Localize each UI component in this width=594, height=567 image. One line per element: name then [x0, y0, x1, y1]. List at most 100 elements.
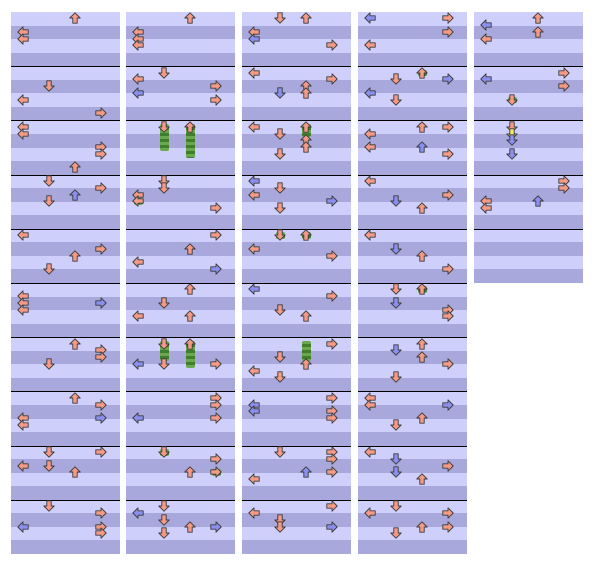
- arrow-down-icon: [43, 443, 55, 458]
- beat-stripe: [242, 242, 351, 257]
- arrow-up-icon: [532, 23, 544, 38]
- beat-stripe: [474, 201, 583, 216]
- arrow-right-icon: [95, 179, 107, 194]
- beat-stripe: [126, 215, 235, 230]
- arrow-down-icon: [274, 518, 286, 533]
- beat-stripe: [358, 377, 467, 392]
- arrow-down-icon: [390, 70, 402, 86]
- beat-stripe: [242, 269, 351, 284]
- beat-stripe: [126, 283, 235, 298]
- beat-stripe: [11, 323, 120, 338]
- beat-stripe: [126, 161, 235, 176]
- arrow-up-icon: [69, 463, 81, 478]
- arrow-right-icon: [558, 64, 570, 79]
- arrow-up-icon: [300, 118, 312, 133]
- beat-stripe: [11, 296, 120, 311]
- hold-note-body: [185, 123, 195, 158]
- arrow-right-icon: [326, 518, 338, 533]
- arrow-right-icon: [442, 355, 454, 370]
- arrow-left-icon: [248, 402, 260, 417]
- arrow-down-icon: [158, 511, 170, 526]
- arrow-left-icon: [17, 125, 29, 140]
- beat-stripe: [358, 147, 467, 162]
- arrow-up-icon: [416, 348, 428, 363]
- measure-line: [126, 337, 235, 338]
- arrow-right-icon: [442, 307, 454, 323]
- beat-stripe: [126, 337, 235, 352]
- beat-stripe: [358, 242, 467, 257]
- arrow-right-icon: [558, 179, 570, 194]
- beat-stripe: [242, 486, 351, 501]
- arrow-up-icon: [300, 463, 312, 478]
- measure-line: [242, 229, 351, 230]
- beat-stripe: [242, 25, 351, 40]
- arrow-down-icon: [390, 91, 402, 106]
- beat-stripe: [358, 161, 467, 176]
- beat-stripe: [126, 79, 235, 94]
- measure-line: [126, 391, 235, 392]
- beat-stripe: [242, 459, 351, 474]
- arrow-right-icon: [95, 294, 107, 309]
- arrow-left-icon: [248, 280, 260, 296]
- arrow-up-icon: [184, 307, 196, 323]
- arrow-left-icon: [132, 253, 144, 268]
- arrow-down-icon: [43, 497, 55, 512]
- beat-stripe: [11, 188, 120, 203]
- beat-stripe: [242, 337, 351, 352]
- beat-stripe: [474, 25, 583, 40]
- beat-stripe: [242, 432, 351, 447]
- beat-stripe: [11, 66, 120, 81]
- beat-stripe: [11, 526, 120, 541]
- beat-stripe: [126, 255, 235, 270]
- arrow-right-icon: [210, 77, 222, 92]
- beat-stripe: [11, 377, 120, 392]
- arrow-down-icon: [158, 294, 170, 309]
- arrow-left-icon: [132, 70, 144, 86]
- measure-line: [358, 337, 467, 338]
- beat-stripe: [358, 486, 467, 501]
- beat-stripe: [126, 418, 235, 433]
- beat-stripe: [11, 499, 120, 514]
- beat-stripe: [11, 215, 120, 230]
- arrow-right-icon: [442, 70, 454, 86]
- beat-stripe: [358, 174, 467, 189]
- measure-line: [11, 229, 120, 230]
- beat-stripe: [126, 52, 235, 67]
- arrow-down-icon: [274, 145, 286, 160]
- beat-stripe: [358, 445, 467, 460]
- beat-stripe: [474, 66, 583, 81]
- measure-line: [358, 66, 467, 67]
- measure-line: [242, 391, 351, 392]
- beat-stripe: [126, 25, 235, 40]
- beat-stripe: [358, 188, 467, 203]
- beat-stripe: [358, 52, 467, 67]
- arrow-down-icon: [43, 172, 55, 187]
- beat-stripe: [474, 242, 583, 257]
- measure-line: [474, 175, 583, 176]
- beat-stripe: [11, 25, 120, 40]
- measure-line: [242, 337, 351, 338]
- arrow-up-icon: [184, 280, 196, 296]
- arrow-up-icon: [184, 240, 196, 255]
- arrow-left-icon: [248, 118, 260, 133]
- arrow-up-icon: [416, 409, 428, 424]
- arrow-right-icon: [326, 192, 338, 207]
- beat-stripe: [126, 228, 235, 243]
- beat-stripe: [11, 79, 120, 94]
- beat-stripe: [126, 174, 235, 189]
- measure-line: [242, 66, 351, 67]
- arrow-down-icon: [390, 341, 402, 357]
- beat-stripe: [358, 513, 467, 528]
- arrow-down-icon: [390, 450, 402, 465]
- beat-stripe: [126, 133, 235, 148]
- arrow-down-icon: [43, 77, 55, 92]
- arrow-right-icon: [326, 389, 338, 404]
- measure-line: [11, 391, 120, 392]
- arrow-down-icon: [158, 355, 170, 370]
- arrow-up-icon: [184, 118, 196, 133]
- arrow-right-icon: [210, 409, 222, 424]
- arrow-down-icon: [390, 240, 402, 255]
- arrow-right-icon: [95, 443, 107, 458]
- measure-line: [11, 120, 120, 121]
- beat-stripe: [11, 432, 120, 447]
